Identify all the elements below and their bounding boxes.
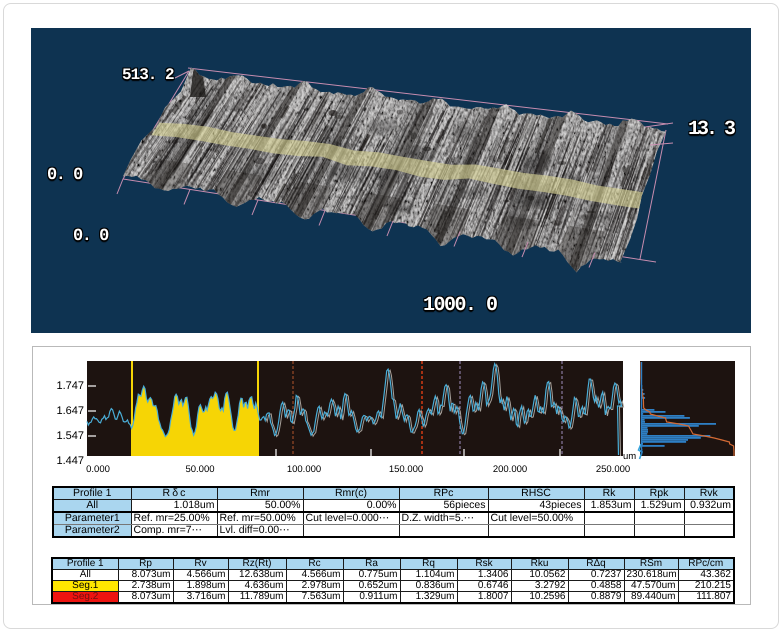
- svg-text:50.000: 50.000: [185, 464, 214, 475]
- svg-text:250.000: 250.000: [596, 464, 630, 475]
- svg-text:1.747: 1.747: [56, 380, 84, 392]
- svg-text:1.647: 1.647: [56, 405, 84, 417]
- svg-text:100.000: 100.000: [287, 464, 321, 475]
- svg-text:150.000: 150.000: [389, 464, 423, 475]
- svg-text:0.000: 0.000: [86, 464, 110, 475]
- svg-text:1.447: 1.447: [56, 455, 84, 467]
- svg-text:um: um: [623, 451, 636, 462]
- svg-text:200.000: 200.000: [493, 464, 527, 475]
- svg-text:1.547: 1.547: [56, 430, 84, 442]
